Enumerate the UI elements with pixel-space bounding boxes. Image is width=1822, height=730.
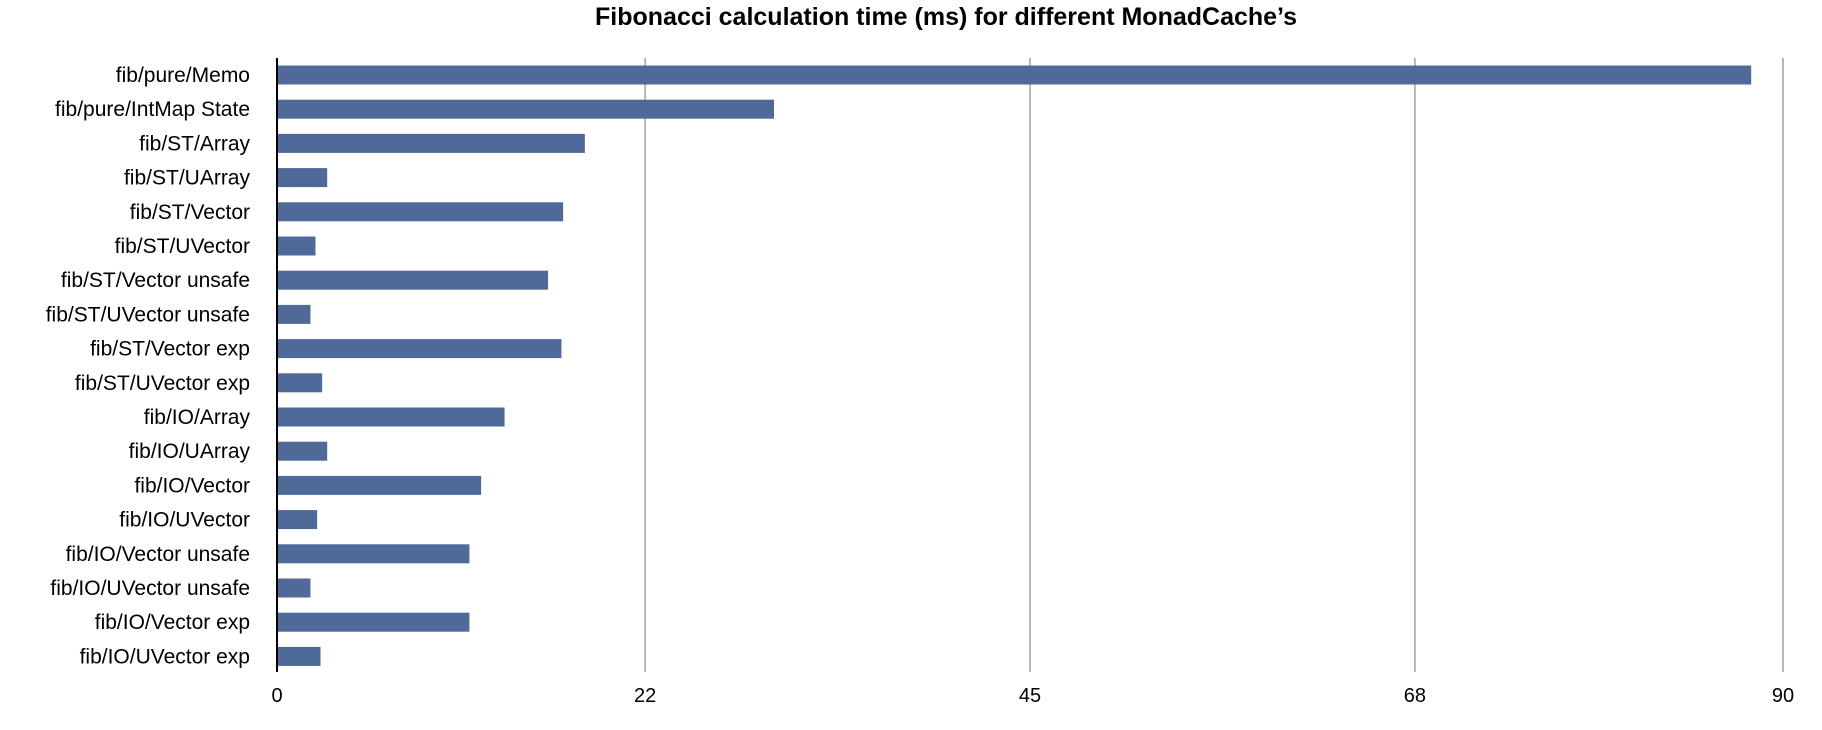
bar <box>277 304 311 324</box>
category-label: fib/IO/Vector <box>134 474 250 497</box>
category-label: fib/ST/Vector <box>130 201 250 224</box>
category-label: fib/IO/Array <box>144 406 251 429</box>
bars <box>277 65 1752 666</box>
category-label: fib/ST/UVector <box>115 235 250 258</box>
category-labels: fib/pure/Memo fib/pure/IntMap State fib/ST… <box>46 64 251 668</box>
bar <box>277 65 1752 85</box>
category-label: fib/ST/Vector exp <box>90 338 250 361</box>
bar <box>277 202 564 222</box>
category-label: fib/IO/Vector unsafe <box>66 543 250 566</box>
category-label: fib/IO/UVector <box>119 509 250 532</box>
category-label: fib/IO/UArray <box>129 440 251 463</box>
chart-title: Fibonacci calculation time (ms) for diff… <box>595 3 1297 31</box>
x-tick-label: 0 <box>271 685 282 707</box>
x-tick-label: 68 <box>1404 685 1426 707</box>
bar <box>277 99 774 119</box>
bar <box>277 441 328 461</box>
grid-lines <box>644 58 1784 672</box>
bar <box>277 578 311 598</box>
category-label: fib/ST/UArray <box>124 167 251 190</box>
bar <box>277 373 323 393</box>
category-label: fib/IO/UVector exp <box>80 645 250 668</box>
category-label: fib/pure/IntMap State <box>55 98 250 121</box>
bar <box>277 646 321 666</box>
bar <box>277 236 316 256</box>
category-label: fib/ST/Vector unsafe <box>61 269 250 292</box>
bar <box>277 510 318 530</box>
category-label: fib/pure/Memo <box>116 64 250 87</box>
bar <box>277 544 470 564</box>
x-tick-labels: 0 22 45 68 90 <box>271 685 1794 707</box>
category-label: fib/ST/Array <box>139 132 250 155</box>
category-label: fib/ST/UVector exp <box>75 372 250 395</box>
bar <box>277 339 562 359</box>
bar <box>277 612 470 632</box>
bar <box>277 475 482 495</box>
x-tick-label: 22 <box>634 685 656 707</box>
bar <box>277 168 328 188</box>
bar <box>277 133 585 153</box>
bar <box>277 270 549 290</box>
category-label: fib/IO/Vector exp <box>95 611 250 634</box>
x-tick-label: 90 <box>1772 685 1794 707</box>
category-label: fib/ST/UVector unsafe <box>46 303 250 326</box>
x-tick-label: 45 <box>1019 685 1041 707</box>
category-label: fib/IO/UVector unsafe <box>50 577 250 600</box>
bar <box>277 407 505 427</box>
